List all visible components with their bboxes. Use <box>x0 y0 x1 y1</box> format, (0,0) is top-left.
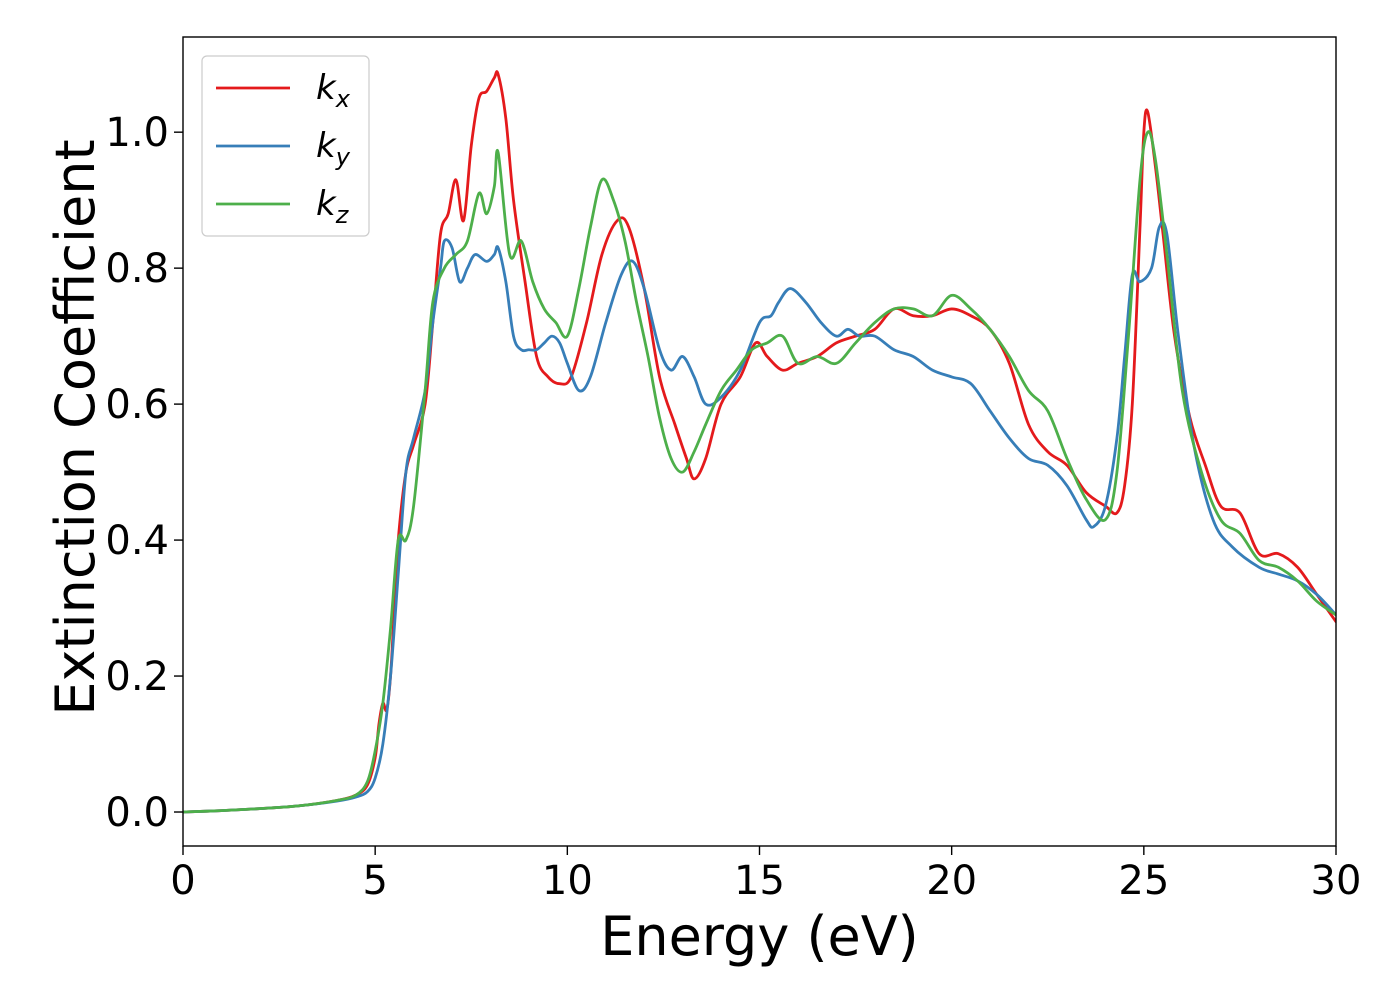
y-tick-label: 0.8 <box>105 246 169 292</box>
x-tick-label: 25 <box>1118 858 1169 904</box>
legend-label-kx: kx <box>316 68 351 113</box>
y-tick-label: 0.4 <box>105 518 169 564</box>
legend-label-kz: kz <box>316 184 350 229</box>
x-tick-label: 5 <box>362 858 387 904</box>
legend-label-ky: ky <box>316 126 351 171</box>
series-line-ky <box>183 220 1336 814</box>
legend: kx ky kz <box>201 55 370 237</box>
x-tick-label: 15 <box>734 858 785 904</box>
y-tick-label: 0.2 <box>105 654 169 700</box>
x-axis-ticks: 0 5 10 15 20 25 30 <box>170 846 1361 904</box>
y-axis-ticks: 0.0 0.2 0.4 0.6 0.8 1.0 <box>105 110 183 836</box>
x-tick-label: 0 <box>170 858 195 904</box>
x-tick-label: 10 <box>542 858 593 904</box>
plot-lines <box>183 70 1336 814</box>
x-axis-title: Energy (eV) <box>600 905 919 968</box>
series-line-kz <box>183 130 1336 814</box>
x-tick-label: 20 <box>926 858 977 904</box>
y-tick-label: 0.0 <box>105 790 169 836</box>
y-axis-title: Extinction Coefficient <box>44 139 107 715</box>
x-tick-label: 30 <box>1311 858 1362 904</box>
y-tick-label: 0.6 <box>105 382 169 428</box>
y-tick-label: 1.0 <box>105 110 169 156</box>
